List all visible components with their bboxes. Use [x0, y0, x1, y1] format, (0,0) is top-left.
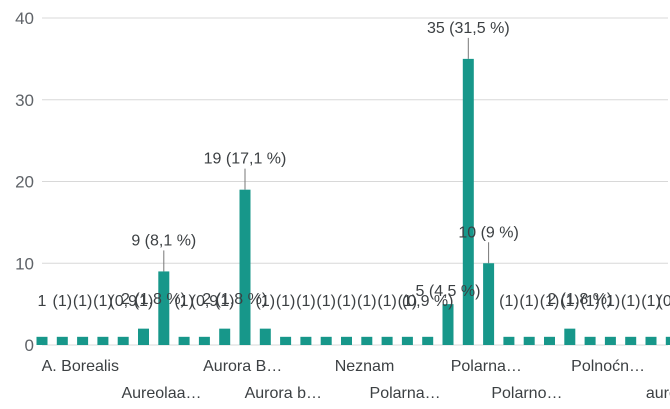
bar — [97, 336, 109, 345]
label-leaders — [163, 37, 490, 272]
data-label: (1) — [560, 293, 580, 310]
bar — [239, 189, 251, 345]
bar — [361, 336, 373, 345]
bar — [625, 336, 637, 345]
x-axis-labels: A. Borealis Aurora B… Neznam Polarna… Polnoć… — [42, 358, 670, 402]
data-label: 5 (4,5 %) — [416, 283, 481, 300]
bar — [381, 336, 393, 345]
data-label: (0,1 — [658, 293, 670, 310]
x-category-label: A. Borealis — [42, 358, 119, 375]
bar — [341, 336, 352, 345]
data-label: (1) — [641, 293, 661, 310]
data-label: (1) — [134, 293, 154, 310]
data-label: (1) — [73, 293, 93, 310]
x-category-label: Polarna… — [451, 358, 522, 375]
data-labels: 1 (1) (1) (1)(0,9(1)9 (8,1 %)(1)(0,9(1)19 (… — [38, 20, 670, 310]
data-label: (1) — [601, 293, 621, 310]
y-tick-label: 30 — [15, 91, 34, 110]
bar — [564, 328, 576, 345]
data-label: (1) — [174, 293, 194, 310]
gridlines — [42, 17, 668, 346]
bar — [422, 336, 434, 345]
x-category-label: Neznam — [335, 358, 395, 375]
x-category-label: Polnoćn… — [571, 358, 645, 375]
data-label: (1) — [93, 293, 113, 310]
bars — [36, 58, 670, 345]
bar — [280, 336, 292, 345]
x-category-label: Aurora b… — [245, 385, 322, 402]
data-label: 10 (9 %) — [458, 224, 518, 241]
data-label: (0,9 — [191, 293, 219, 310]
bar — [503, 336, 515, 345]
bar — [198, 336, 210, 345]
bar — [300, 336, 312, 345]
data-label: (1) — [316, 293, 336, 310]
y-tick-label: 10 — [15, 254, 34, 273]
bar — [483, 263, 495, 345]
y-tick-label: 40 — [15, 9, 34, 28]
x-category-label: aurora — [646, 385, 670, 402]
data-label: (1) — [398, 293, 418, 310]
data-label: (0,9 %) — [402, 293, 454, 310]
x-category-label: Polarna… — [370, 385, 441, 402]
bar — [138, 328, 149, 345]
data-label: 2 (1,8 %) — [202, 291, 267, 308]
bar — [320, 336, 332, 345]
data-label: (1) — [357, 293, 377, 310]
data-label: (1) — [256, 293, 276, 310]
bar — [77, 336, 89, 345]
data-label: (1) — [215, 293, 235, 310]
x-category-label: Aurora B… — [203, 358, 282, 375]
bar — [259, 328, 271, 345]
data-label: (1) — [519, 293, 539, 310]
bar — [56, 336, 68, 345]
bar — [219, 328, 231, 345]
y-tick-label: 0 — [25, 336, 34, 355]
bar — [523, 336, 535, 345]
bar — [178, 336, 190, 345]
data-label: (1) — [53, 293, 73, 310]
data-label: (0,9 — [109, 293, 137, 310]
bar — [645, 336, 657, 345]
x-category-label: Aureolaa… — [121, 385, 201, 402]
data-label: (1) — [276, 293, 296, 310]
bar — [158, 271, 170, 345]
bar — [117, 336, 129, 345]
y-axis-ticks: 0 10 20 30 40 — [15, 9, 34, 355]
bar — [401, 336, 413, 345]
bar — [36, 336, 48, 345]
bar — [665, 336, 670, 345]
data-label: 9 (8,1 %) — [131, 232, 196, 249]
data-label: 2 (1,8 %) — [547, 291, 612, 308]
data-label: (1) — [499, 293, 519, 310]
data-label: (1) — [377, 293, 397, 310]
data-label: (1) — [296, 293, 316, 310]
bar — [442, 304, 454, 345]
data-label: (1) — [580, 293, 600, 310]
data-label: 2 (1,8 %) — [121, 291, 186, 308]
x-category-label: Polarno… — [491, 385, 562, 402]
bar — [462, 58, 474, 345]
data-label: (1) — [540, 293, 560, 310]
data-label: 1 — [38, 293, 47, 310]
bar — [604, 336, 616, 345]
bar — [584, 336, 596, 345]
y-tick-label: 20 — [15, 173, 34, 192]
data-label: (1) — [621, 293, 641, 310]
data-label: 35 (31,5 %) — [427, 20, 510, 37]
data-label: 19 (17,1 %) — [204, 151, 287, 168]
bar — [544, 336, 555, 345]
data-label: (1) — [337, 293, 357, 310]
